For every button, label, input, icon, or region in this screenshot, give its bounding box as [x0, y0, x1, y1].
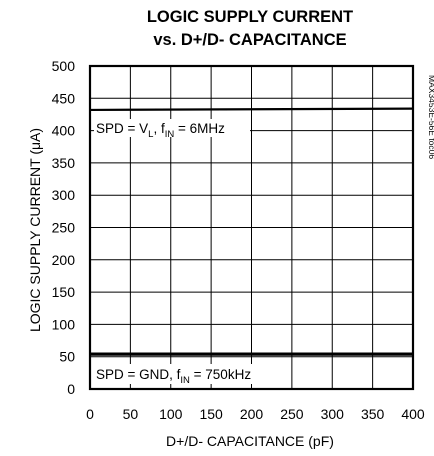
- x-tick-label: 300: [321, 406, 345, 422]
- y-tick-label: 300: [52, 187, 76, 203]
- file-id: MAX3453E-56E toc06: [427, 75, 434, 159]
- x-tick-label: 350: [361, 406, 385, 422]
- x-axis-label: D+/D- CAPACITANCE (pF): [166, 433, 334, 449]
- y-tick-label: 350: [52, 155, 76, 171]
- x-tick-label: 150: [199, 406, 223, 422]
- y-tick-label: 500: [52, 58, 76, 74]
- x-tick-label: 250: [280, 406, 304, 422]
- grid: [89, 65, 414, 390]
- series-label-top-background: [94, 119, 250, 137]
- series-lines: [89, 107, 414, 356]
- y-tick-label: 150: [52, 284, 76, 300]
- series-label-bottom-background: [94, 364, 260, 384]
- series-label-top: SPD = VL, fIN = 6MHz: [96, 121, 225, 140]
- x-tick-label: 0: [86, 406, 94, 422]
- y-tick-label: 250: [52, 220, 76, 236]
- y-tick-label: 200: [52, 252, 76, 268]
- x-tick-label: 100: [159, 406, 183, 422]
- series-line-0: [89, 107, 414, 112]
- y-tick-label: 450: [52, 90, 76, 106]
- x-tick-label: 400: [401, 406, 425, 422]
- x-tick-labels: 0 50 100 150 200 250 300 350 400: [86, 406, 425, 422]
- series-label-bottom: SPD = GND, fIN = 750kHz: [96, 367, 251, 386]
- y-tick-labels: 0 50 100 150 200 250 300 350 400 450 500: [52, 58, 76, 397]
- x-tick-label: 200: [240, 406, 264, 422]
- chart-title-line2: vs. D+/D- CAPACITANCE: [153, 31, 346, 49]
- y-tick-label: 0: [67, 381, 75, 397]
- y-axis-label: LOGIC SUPPLY CURRENT (μA): [27, 128, 43, 332]
- y-tick-label: 100: [52, 316, 76, 332]
- series-label-top-group: SPD = VL, fIN = 6MHz: [94, 119, 250, 140]
- plot-frame: [88, 64, 415, 391]
- y-tick-label: 50: [59, 349, 75, 365]
- y-tick-label: 400: [52, 123, 76, 139]
- series-label-bottom-group: SPD = GND, fIN = 750kHz: [94, 364, 260, 386]
- chart-title-line1: LOGIC SUPPLY CURRENT: [147, 8, 353, 26]
- x-tick-label: 50: [123, 406, 139, 422]
